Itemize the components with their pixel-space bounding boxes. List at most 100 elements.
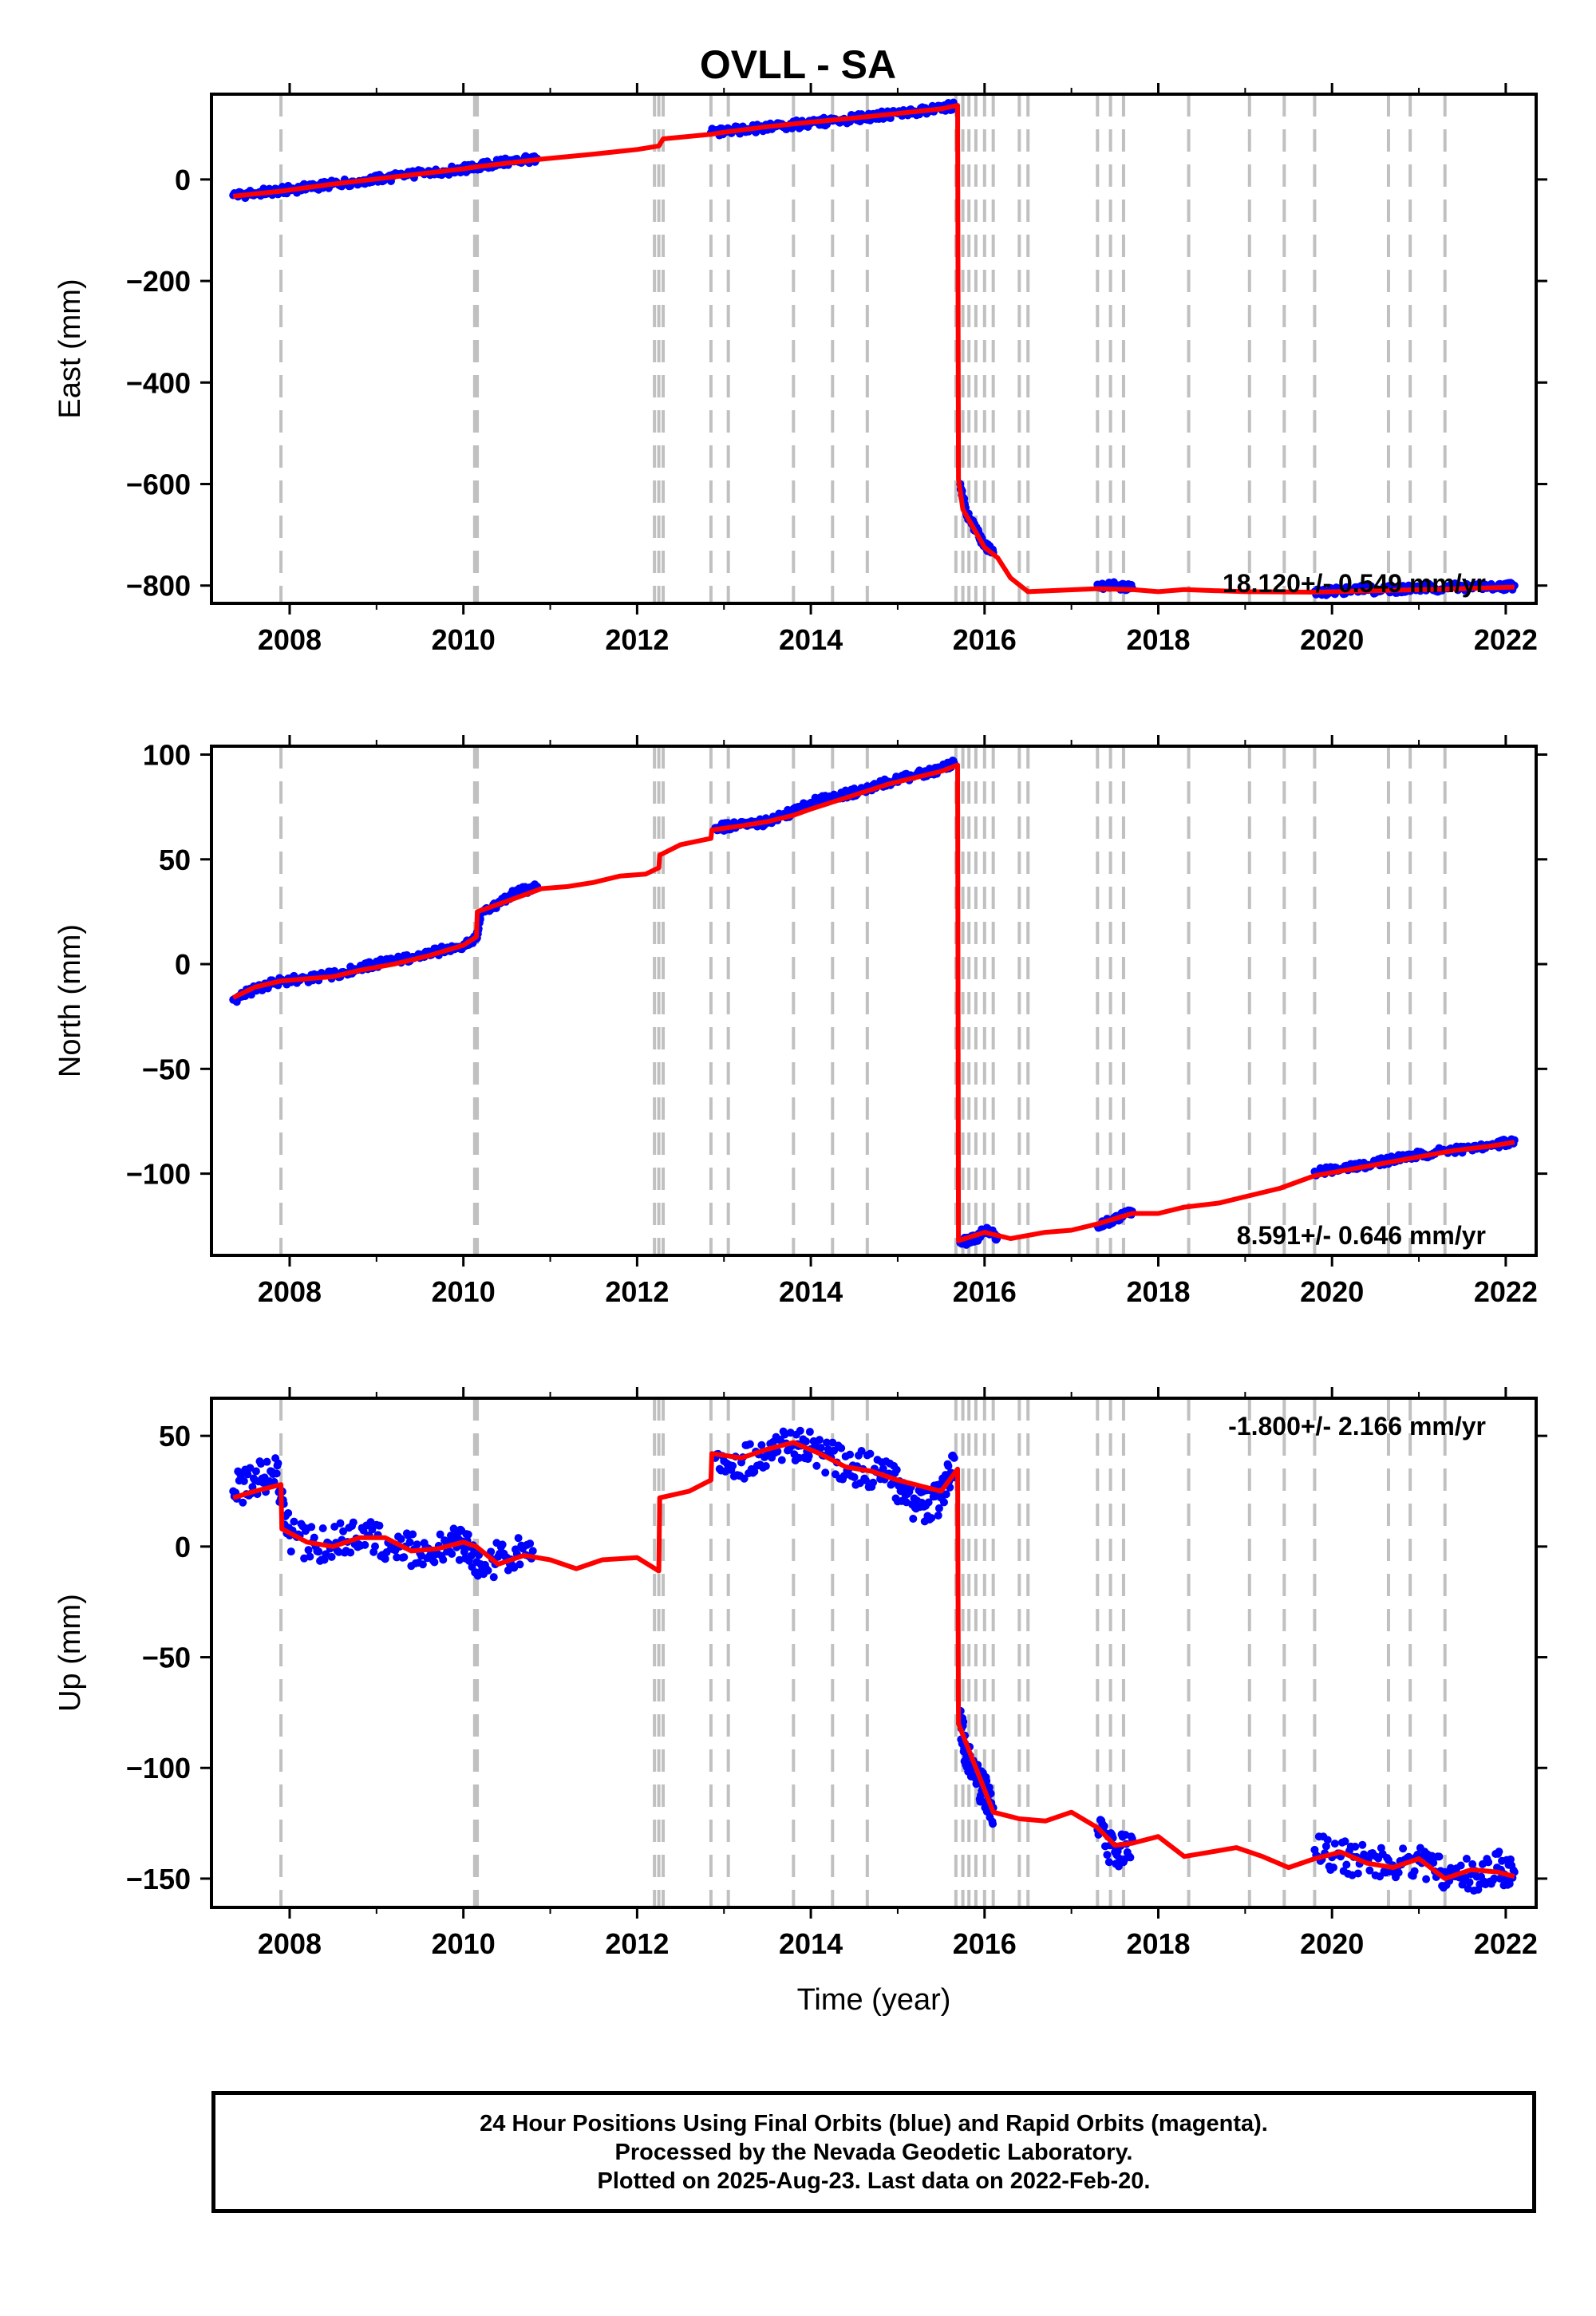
data-point bbox=[815, 1436, 824, 1445]
y-axis-label: Up (mm) bbox=[53, 1594, 87, 1712]
model-line-east bbox=[232, 103, 1515, 595]
x-tick-label: 2016 bbox=[953, 1275, 1017, 1308]
data-point bbox=[516, 1560, 524, 1569]
data-point bbox=[336, 1519, 345, 1528]
x-tick-label: 2012 bbox=[605, 1927, 669, 1960]
data-point bbox=[1465, 1878, 1474, 1887]
footer-line-1: 24 Hour Positions Using Final Orbits (bl… bbox=[480, 2110, 1268, 2136]
data-point bbox=[1462, 1855, 1471, 1863]
data-point bbox=[405, 1538, 414, 1547]
data-point bbox=[1342, 1860, 1351, 1869]
data-point bbox=[272, 1469, 281, 1478]
data-point bbox=[950, 1453, 958, 1462]
data-point bbox=[761, 1462, 770, 1471]
data-point bbox=[892, 1465, 901, 1474]
plot-area-up bbox=[229, 1398, 1519, 1907]
data-point bbox=[375, 1521, 384, 1530]
data-point bbox=[821, 1468, 830, 1477]
data-point bbox=[939, 1498, 948, 1507]
data-point bbox=[430, 1558, 439, 1567]
data-point bbox=[1351, 1842, 1360, 1851]
panel-up: 2008 2010 2012 2014 2016 2018 2020 2022 −150 −100… bbox=[53, 1387, 1547, 1960]
data-point bbox=[306, 1552, 314, 1561]
data-point bbox=[330, 1522, 339, 1531]
data-point bbox=[837, 1444, 846, 1452]
data-point bbox=[879, 1464, 887, 1473]
data-point bbox=[866, 1449, 875, 1458]
data-point bbox=[1429, 1859, 1438, 1867]
data-point bbox=[418, 1560, 427, 1569]
axes-frame-east bbox=[210, 93, 1538, 605]
x-tick-label: 2010 bbox=[432, 1927, 496, 1960]
data-point bbox=[498, 1540, 507, 1549]
data-point bbox=[318, 1524, 327, 1532]
data-point bbox=[729, 1461, 737, 1470]
y-tick-label: −100 bbox=[126, 1752, 191, 1784]
data-point bbox=[256, 1460, 265, 1468]
chart-title: OVLL - SA bbox=[700, 42, 896, 87]
data-point bbox=[812, 1461, 821, 1470]
y-tick-label: 100 bbox=[143, 739, 191, 772]
data-point bbox=[460, 1547, 468, 1556]
x-tick-label: 2020 bbox=[1300, 623, 1364, 656]
y-tick-label: 0 bbox=[175, 164, 191, 196]
x-tick-label: 2022 bbox=[1474, 623, 1538, 656]
y-axis-label: East (mm) bbox=[53, 279, 87, 418]
data-point bbox=[805, 1428, 814, 1437]
data-point bbox=[246, 1464, 255, 1472]
y-tick-label: 50 bbox=[159, 844, 191, 876]
x-tick-label: 2014 bbox=[779, 1275, 843, 1308]
data-point bbox=[409, 1530, 417, 1539]
data-point bbox=[371, 1542, 380, 1551]
data-point bbox=[413, 1540, 421, 1549]
data-point bbox=[989, 1820, 998, 1828]
data-point bbox=[1484, 1858, 1493, 1867]
data-point bbox=[1126, 1853, 1135, 1862]
data-point bbox=[1399, 1844, 1408, 1853]
data-point bbox=[1330, 1840, 1339, 1848]
data-point bbox=[346, 1548, 355, 1557]
x-tick-label: 2014 bbox=[779, 623, 843, 656]
x-tick-label: 2010 bbox=[432, 623, 496, 656]
data-point bbox=[869, 1478, 878, 1487]
data-point bbox=[1456, 1861, 1465, 1870]
model-line-north bbox=[231, 762, 1515, 1243]
data-point bbox=[1365, 1866, 1374, 1875]
data-point bbox=[239, 1498, 247, 1507]
data-point bbox=[436, 1530, 444, 1539]
data-point bbox=[307, 1523, 316, 1531]
data-point bbox=[400, 1553, 409, 1562]
data-point bbox=[286, 1547, 295, 1556]
data-point bbox=[510, 1563, 519, 1572]
x-tick-label: 2018 bbox=[1126, 1927, 1190, 1960]
data-point bbox=[526, 1539, 535, 1548]
data-point bbox=[909, 1515, 918, 1524]
data-point bbox=[1410, 1867, 1419, 1875]
data-point bbox=[846, 1450, 855, 1459]
y-tick-label: 0 bbox=[175, 1531, 191, 1563]
data-point bbox=[823, 1438, 832, 1447]
data-point bbox=[381, 1555, 389, 1563]
y-tick-label: −50 bbox=[142, 1053, 191, 1085]
x-tick-label: 2012 bbox=[605, 1275, 669, 1308]
data-point bbox=[942, 1490, 950, 1499]
data-point bbox=[284, 1508, 293, 1517]
data-point bbox=[1103, 1851, 1112, 1860]
x-tick-label: 2016 bbox=[953, 623, 1017, 656]
data-point bbox=[361, 1540, 369, 1549]
data-point bbox=[263, 1457, 271, 1466]
data-point bbox=[314, 1547, 323, 1556]
x-tick-label: 2008 bbox=[258, 623, 322, 656]
data-point bbox=[1100, 1822, 1108, 1831]
data-point bbox=[1435, 1852, 1444, 1861]
data-point bbox=[796, 1426, 804, 1435]
data-point bbox=[528, 1547, 537, 1555]
y-tick-label: −100 bbox=[126, 1158, 191, 1191]
data-point bbox=[334, 1547, 343, 1556]
data-point bbox=[1394, 1868, 1403, 1877]
x-tick-label: 2012 bbox=[605, 623, 669, 656]
x-tick-label: 2010 bbox=[432, 1275, 496, 1308]
x-tick-label: 2016 bbox=[953, 1927, 1017, 1960]
data-point bbox=[804, 1452, 813, 1460]
data-point bbox=[274, 1459, 282, 1468]
